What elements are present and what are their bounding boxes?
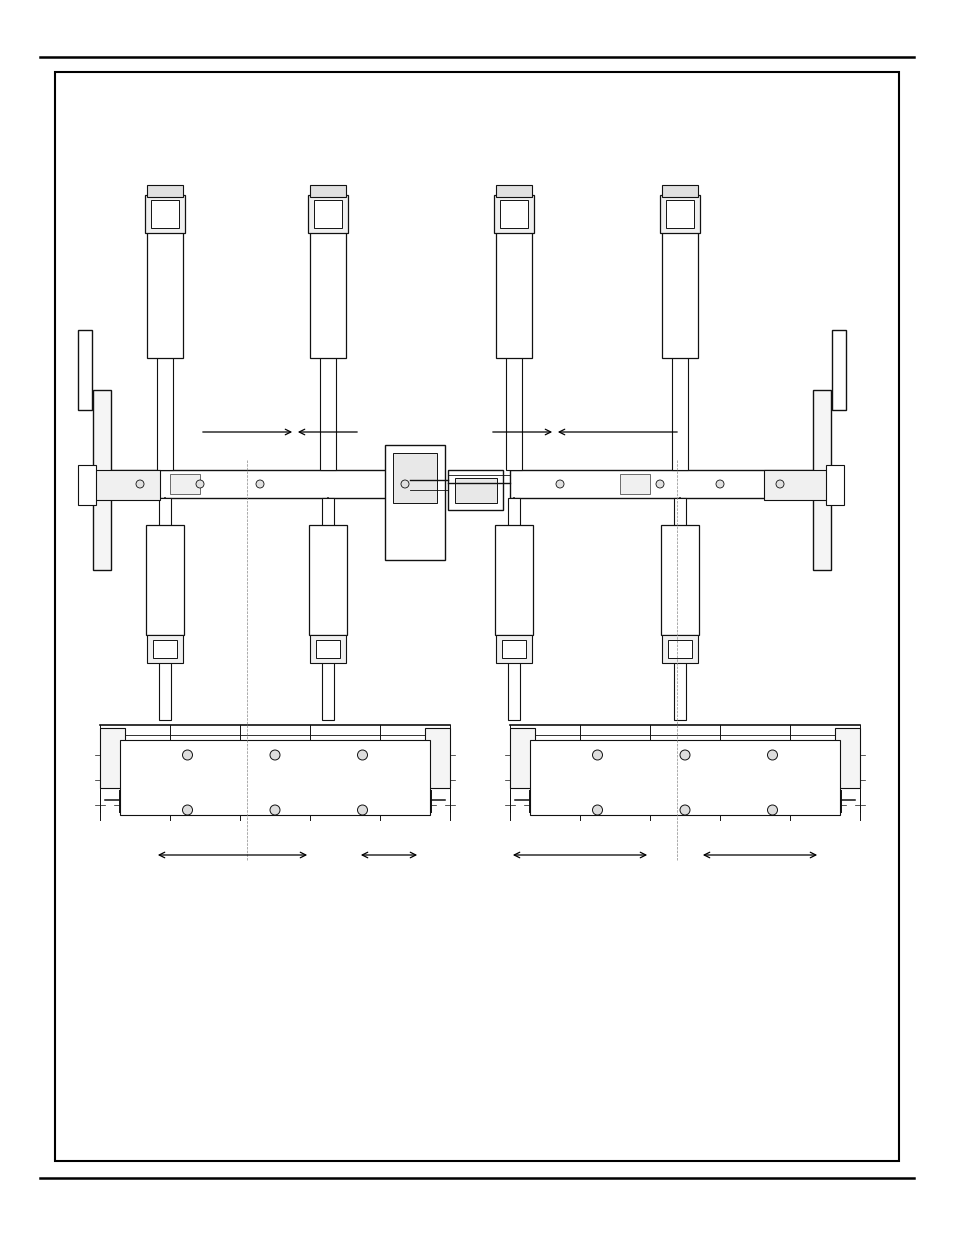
Bar <box>619 474 649 494</box>
Circle shape <box>182 805 193 815</box>
Bar <box>505 220 521 471</box>
Bar <box>319 220 335 471</box>
Bar <box>322 498 334 720</box>
Bar <box>147 185 183 198</box>
Bar <box>673 498 685 720</box>
Bar <box>831 330 845 410</box>
Bar <box>146 525 184 635</box>
Bar <box>159 498 171 720</box>
Bar <box>309 525 347 635</box>
Bar <box>530 740 840 815</box>
Circle shape <box>767 750 777 760</box>
Bar <box>314 200 341 228</box>
Bar <box>455 478 497 503</box>
Bar <box>100 471 410 498</box>
Circle shape <box>400 480 409 488</box>
Bar <box>92 390 111 571</box>
Bar <box>834 727 859 788</box>
Circle shape <box>136 480 144 488</box>
Bar <box>496 222 532 358</box>
Bar <box>763 471 828 500</box>
Bar <box>147 222 183 358</box>
Bar <box>665 200 693 228</box>
Circle shape <box>767 805 777 815</box>
Bar <box>812 390 830 571</box>
Bar <box>170 474 200 494</box>
Bar <box>55 72 898 1161</box>
Circle shape <box>270 750 280 760</box>
Bar <box>145 195 185 233</box>
Bar <box>661 185 698 198</box>
Bar <box>671 220 687 471</box>
Bar <box>510 471 820 498</box>
Bar <box>310 635 346 663</box>
Bar <box>315 640 339 658</box>
Bar <box>661 222 698 358</box>
Bar <box>385 445 444 559</box>
Bar <box>120 740 430 815</box>
Bar <box>100 727 125 788</box>
Bar <box>501 640 525 658</box>
Circle shape <box>656 480 663 488</box>
Bar <box>507 498 519 720</box>
Circle shape <box>592 750 602 760</box>
Bar <box>499 200 527 228</box>
Bar <box>825 466 843 505</box>
Circle shape <box>357 805 367 815</box>
Circle shape <box>679 805 689 815</box>
Bar <box>495 525 533 635</box>
Circle shape <box>182 750 193 760</box>
Bar <box>510 727 535 788</box>
Bar <box>494 195 534 233</box>
Bar <box>448 471 502 510</box>
Circle shape <box>270 805 280 815</box>
Bar <box>496 635 532 663</box>
Circle shape <box>195 480 204 488</box>
Bar <box>152 640 177 658</box>
Circle shape <box>556 480 563 488</box>
Bar <box>151 200 179 228</box>
Bar <box>308 195 348 233</box>
Bar <box>667 640 691 658</box>
Bar <box>660 525 699 635</box>
Bar <box>393 453 436 503</box>
Bar <box>147 635 183 663</box>
Circle shape <box>592 805 602 815</box>
Bar <box>310 222 346 358</box>
Bar <box>424 727 450 788</box>
Bar <box>496 185 532 198</box>
Bar <box>78 466 96 505</box>
Circle shape <box>716 480 723 488</box>
Bar <box>659 195 700 233</box>
Circle shape <box>775 480 783 488</box>
Circle shape <box>255 480 264 488</box>
Bar <box>661 635 698 663</box>
Bar <box>95 471 160 500</box>
Circle shape <box>679 750 689 760</box>
Bar <box>310 185 346 198</box>
Bar <box>157 220 172 471</box>
Circle shape <box>357 750 367 760</box>
Bar <box>78 330 91 410</box>
